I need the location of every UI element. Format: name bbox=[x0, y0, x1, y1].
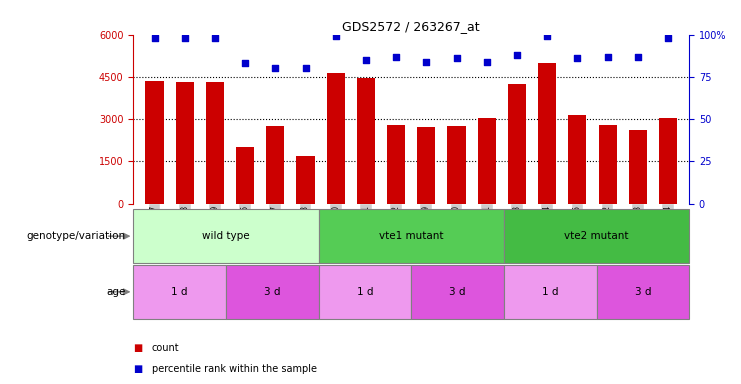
Text: 1 d: 1 d bbox=[542, 287, 559, 297]
Bar bbox=[478, 118, 496, 204]
Point bbox=[541, 33, 553, 39]
Text: 1 d: 1 d bbox=[171, 287, 188, 297]
Bar bbox=[504, 209, 689, 263]
Text: vte2 mutant: vte2 mutant bbox=[564, 231, 629, 241]
Point bbox=[420, 58, 432, 65]
Bar bbox=[236, 147, 254, 204]
Bar bbox=[145, 81, 164, 204]
Point bbox=[391, 53, 402, 60]
Bar bbox=[296, 156, 315, 204]
Bar bbox=[319, 209, 504, 263]
Point bbox=[571, 55, 583, 61]
Point bbox=[602, 53, 614, 60]
Bar bbox=[568, 115, 586, 204]
Bar bbox=[417, 127, 436, 204]
Text: ■: ■ bbox=[133, 364, 142, 374]
Bar bbox=[133, 265, 226, 319]
Bar bbox=[357, 78, 375, 204]
Bar bbox=[599, 125, 617, 204]
Text: 1 d: 1 d bbox=[356, 287, 373, 297]
Point bbox=[270, 65, 282, 71]
Text: 3 d: 3 d bbox=[264, 287, 281, 297]
Text: genotype/variation: genotype/variation bbox=[27, 231, 126, 241]
Text: wild type: wild type bbox=[202, 231, 250, 241]
Point bbox=[209, 35, 221, 41]
Bar bbox=[319, 265, 411, 319]
Text: age: age bbox=[107, 287, 126, 297]
Bar bbox=[659, 118, 677, 204]
Point bbox=[662, 35, 674, 41]
Point bbox=[179, 35, 190, 41]
Text: 3 d: 3 d bbox=[449, 287, 466, 297]
Bar bbox=[266, 126, 285, 204]
Bar bbox=[508, 84, 526, 204]
Bar bbox=[628, 130, 647, 204]
Point bbox=[239, 60, 251, 66]
Bar bbox=[504, 265, 597, 319]
Bar bbox=[176, 83, 194, 204]
Bar bbox=[538, 63, 556, 204]
Point bbox=[481, 58, 493, 65]
Bar bbox=[327, 73, 345, 204]
Point bbox=[360, 57, 372, 63]
Bar bbox=[133, 209, 319, 263]
Point bbox=[451, 55, 462, 61]
Point bbox=[330, 33, 342, 39]
Bar bbox=[411, 265, 504, 319]
Text: count: count bbox=[152, 343, 179, 353]
Point bbox=[511, 52, 523, 58]
Point bbox=[632, 53, 644, 60]
Bar bbox=[226, 265, 319, 319]
Text: 3 d: 3 d bbox=[634, 287, 651, 297]
Bar bbox=[597, 265, 689, 319]
Point bbox=[149, 35, 161, 41]
Point bbox=[299, 65, 311, 71]
Text: ■: ■ bbox=[133, 343, 142, 353]
Bar bbox=[387, 125, 405, 204]
Text: vte1 mutant: vte1 mutant bbox=[379, 231, 444, 241]
Bar bbox=[206, 83, 224, 204]
Text: percentile rank within the sample: percentile rank within the sample bbox=[152, 364, 317, 374]
Title: GDS2572 / 263267_at: GDS2572 / 263267_at bbox=[342, 20, 480, 33]
Bar bbox=[448, 126, 465, 204]
